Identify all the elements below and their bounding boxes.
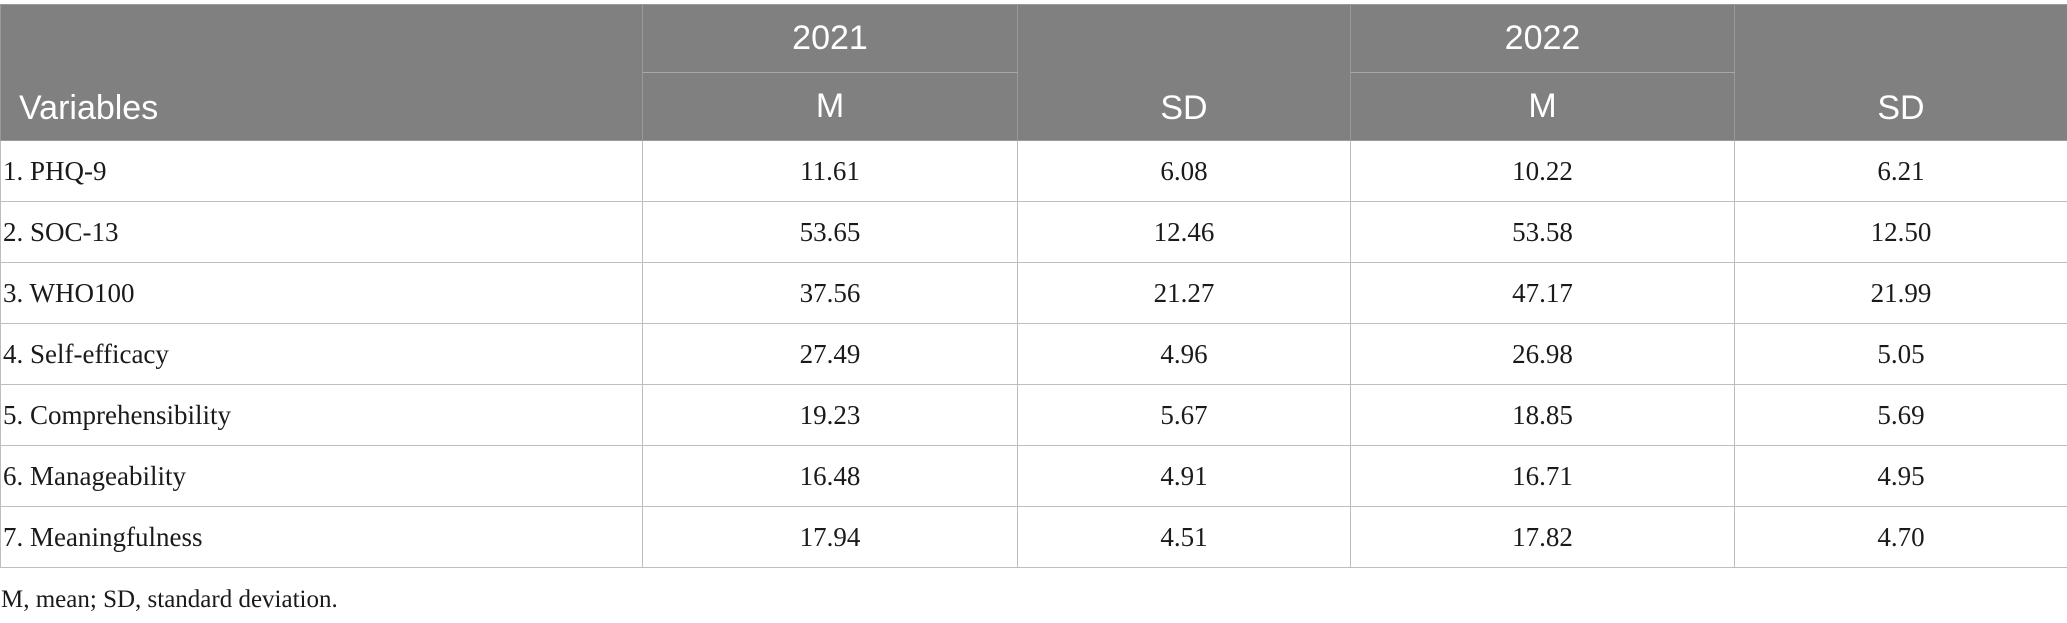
table-row: 3. WHO100 37.56 21.27 47.17 21.99 [0,262,2067,324]
cell-m-2022: 16.71 [1350,445,1735,507]
cell-variable: 6. Manageability [0,445,643,507]
cell-variable: 5. Comprehensibility [0,384,643,446]
cell-sd-2021: 5.67 [1017,384,1351,446]
cell-m-2021: 19.23 [642,384,1018,446]
cell-m-2022: 17.82 [1350,506,1735,568]
table-row: 2. SOC-13 53.65 12.46 53.58 12.50 [0,201,2067,263]
cell-variable: 7. Meaningfulness [0,506,643,568]
cell-m-2021: 37.56 [642,262,1018,324]
cell-sd-2022: 5.05 [1734,323,2067,385]
cell-sd-2021: 4.51 [1017,506,1351,568]
table-header: Variables 2021 SD 2022 SD M M [0,4,2067,141]
table-footnote: M, mean; SD, standard deviation. [1,586,338,613]
cell-sd-2021: 21.27 [1017,262,1351,324]
cell-m-2022: 10.22 [1350,140,1735,202]
cell-variable: 3. WHO100 [0,262,643,324]
header-year-2021: 2021 [642,4,1018,73]
cell-m-2021: 53.65 [642,201,1018,263]
cell-sd-2021: 6.08 [1017,140,1351,202]
header-m-2021: M [642,72,1018,141]
cell-m-2022: 47.17 [1350,262,1735,324]
descriptive-statistics-table-container: Variables 2021 SD 2022 SD M M 1. PHQ-9 11… [0,4,2067,568]
table-row: 4. Self-efficacy 27.49 4.96 26.98 5.05 [0,323,2067,385]
table-row: 1. PHQ-9 11.61 6.08 10.22 6.21 [0,140,2067,202]
cell-sd-2022: 4.95 [1734,445,2067,507]
cell-sd-2022: 6.21 [1734,140,2067,202]
table-row: 6. Manageability 16.48 4.91 16.71 4.95 [0,445,2067,507]
cell-variable: 4. Self-efficacy [0,323,643,385]
cell-m-2021: 27.49 [642,323,1018,385]
cell-sd-2022: 5.69 [1734,384,2067,446]
cell-variable: 1. PHQ-9 [0,140,643,202]
cell-sd-2022: 4.70 [1734,506,2067,568]
cell-m-2022: 18.85 [1350,384,1735,446]
header-variables: Variables [0,4,643,141]
cell-sd-2022: 21.99 [1734,262,2067,324]
table-row: 5. Comprehensibility 19.23 5.67 18.85 5.69 [0,384,2067,446]
cell-m-2022: 53.58 [1350,201,1735,263]
table-body: 1. PHQ-9 11.61 6.08 10.22 6.21 2. SOC-13 53.65… [0,140,2067,568]
cell-sd-2021: 12.46 [1017,201,1351,263]
cell-m-2021: 11.61 [642,140,1018,202]
header-row-stats: M M [1,72,2067,141]
header-sd-2022: SD [1734,4,2067,141]
table-row: 7. Meaningfulness 17.94 4.51 17.82 4.70 [0,506,2067,568]
cell-sd-2022: 12.50 [1734,201,2067,263]
header-year-2022: 2022 [1350,4,1735,73]
cell-variable: 2. SOC-13 [0,201,643,263]
cell-sd-2021: 4.91 [1017,445,1351,507]
cell-m-2022: 26.98 [1350,323,1735,385]
header-row-years: Variables 2021 SD 2022 SD [0,4,2067,141]
header-sd-2021: SD [1017,4,1351,141]
descriptive-statistics-table: Variables 2021 SD 2022 SD M M 1. PHQ-9 11… [0,4,2067,568]
cell-m-2021: 17.94 [642,506,1018,568]
header-m-2022: M [1350,72,1735,141]
cell-sd-2021: 4.96 [1017,323,1351,385]
cell-m-2021: 16.48 [642,445,1018,507]
